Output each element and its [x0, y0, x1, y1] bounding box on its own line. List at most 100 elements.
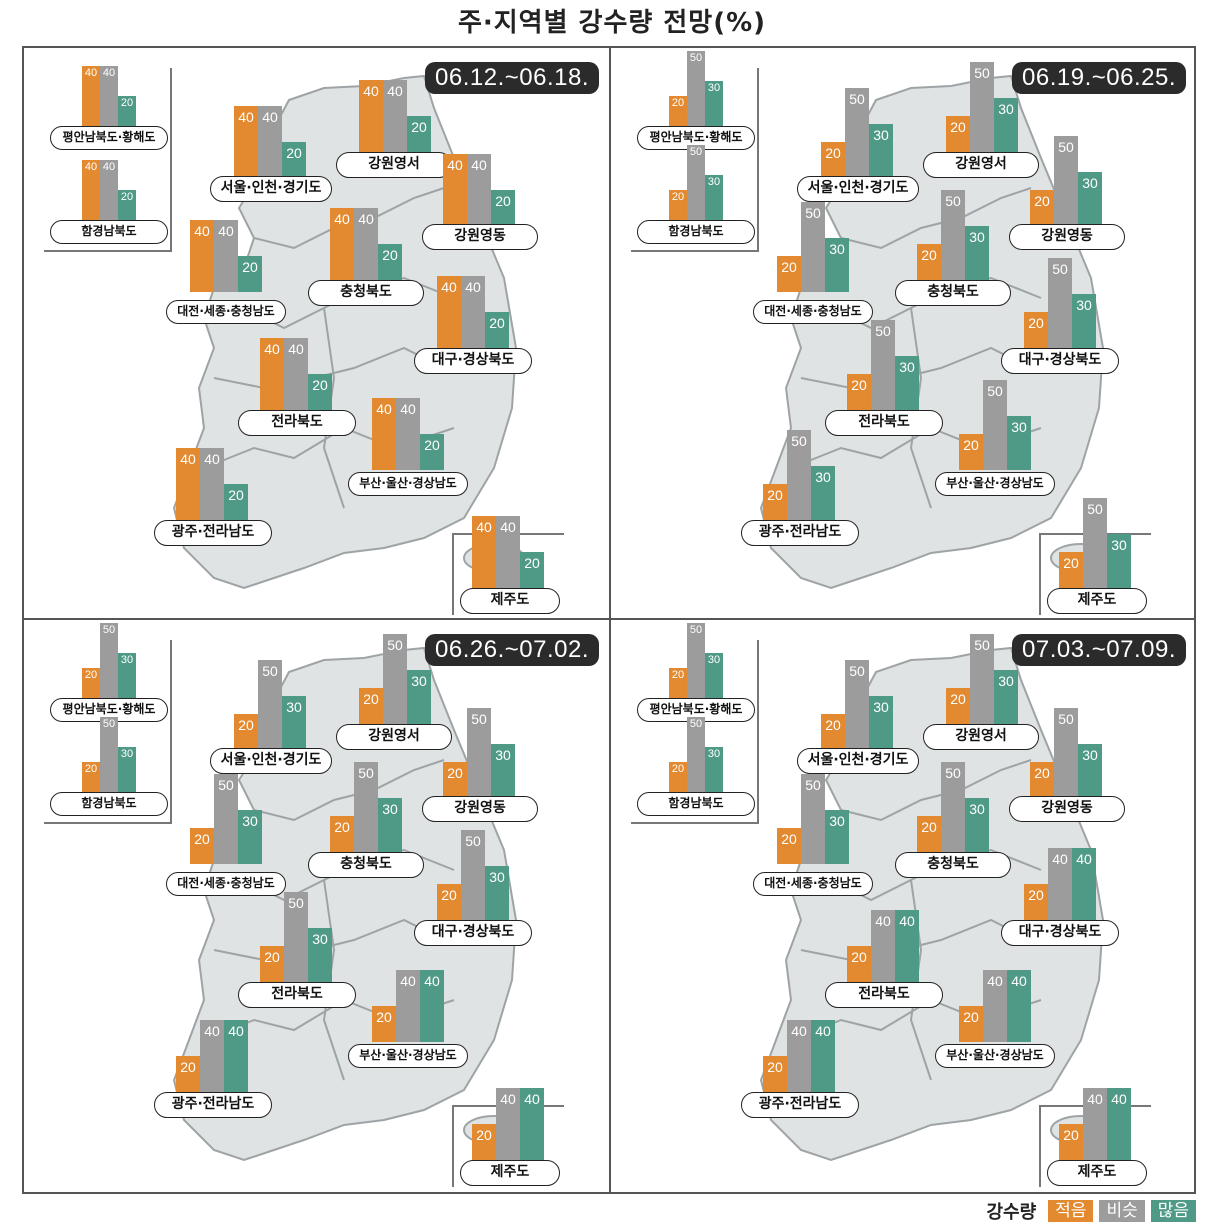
bar-normal: 40 — [258, 106, 282, 178]
bar-group: 20 50 30 — [763, 420, 835, 520]
bar-high: 30 — [869, 124, 893, 178]
bar-low: 20 — [669, 668, 687, 698]
grid-divider-horizontal — [22, 618, 1196, 620]
chart-title: 주·지역별 강수량 전망(%) — [457, 8, 767, 38]
bar-low: 20 — [763, 1056, 787, 1092]
bar-high: 30 — [869, 696, 893, 750]
region-label: 전라북도 — [238, 982, 356, 1008]
region-label: 강원영서 — [923, 724, 1039, 750]
bar-high: 30 — [825, 238, 849, 292]
bar-low: 20 — [176, 1056, 200, 1092]
bar-low: 40 — [190, 220, 214, 292]
region-label: 강원영동 — [1009, 224, 1125, 250]
region-label: 대구·경상북도 — [414, 348, 532, 374]
bar-group: 40 40 20 — [190, 192, 262, 292]
legend-item-normal: 비슷 — [1099, 1200, 1145, 1222]
bar-normal: 50 — [383, 634, 407, 724]
bar-high: 20 — [520, 552, 544, 588]
bar-high: 30 — [994, 670, 1018, 724]
region-label: 대구·경상북도 — [1001, 348, 1119, 374]
bar-group: 40 40 20 — [234, 78, 306, 178]
region-label: 대전·세종·충청남도 — [753, 872, 873, 896]
region-label: 강원영서 — [336, 152, 452, 178]
bar-high: 30 — [118, 653, 136, 698]
bar-low: 20 — [330, 816, 354, 852]
bar-low: 20 — [359, 688, 383, 724]
region-label: 제주도 — [1047, 1160, 1147, 1186]
bar-high: 20 — [420, 434, 444, 470]
bar-high: 20 — [378, 244, 402, 280]
bar-normal: 50 — [214, 774, 238, 864]
bar-low: 20 — [669, 762, 687, 792]
bar-low: 20 — [959, 1006, 983, 1042]
bar-group: 20 50 30 — [234, 650, 306, 750]
region-label: 평안남북도·황해도 — [50, 126, 168, 150]
bar-low: 40 — [82, 160, 100, 220]
bar-normal: 40 — [983, 970, 1007, 1042]
region-label: 전라북도 — [238, 410, 356, 436]
bar-normal: 50 — [100, 717, 118, 792]
bar-high: 30 — [994, 98, 1018, 152]
region-label: 광주·전라남도 — [154, 1092, 272, 1118]
bar-low: 20 — [763, 484, 787, 520]
bar-normal: 40 — [100, 160, 118, 220]
region-label: 강원영서 — [336, 724, 452, 750]
region-label: 광주·전라남도 — [154, 520, 272, 546]
region-label: 제주도 — [460, 1160, 560, 1186]
bar-normal: 50 — [941, 190, 965, 280]
bar-normal: 40 — [214, 220, 238, 292]
bar-high: 30 — [1107, 534, 1131, 588]
bar-low: 40 — [176, 448, 200, 520]
bar-low: 40 — [437, 276, 461, 348]
bar-high: 20 — [485, 312, 509, 348]
region-label: 부산·울산·경상남도 — [935, 472, 1055, 496]
region-label: 제주도 — [1047, 588, 1147, 614]
bar-group: 20 50 30 — [821, 78, 893, 178]
bar-high: 30 — [238, 810, 262, 864]
period-panel: 06.12.~06.18. 40 40 20 평안남북도·황해도 40 40 20 함경… — [24, 48, 609, 620]
bar-low: 20 — [260, 946, 284, 982]
bar-group: 20 50 30 — [1030, 698, 1102, 798]
bar-high: 30 — [282, 696, 306, 750]
period-date-badge: 07.03.~07.09. — [1012, 634, 1186, 666]
bar-high: 30 — [118, 747, 136, 792]
bar-group: 20 50 30 — [82, 692, 136, 792]
bar-low: 20 — [437, 884, 461, 920]
bar-low: 20 — [917, 244, 941, 280]
bar-low: 20 — [669, 190, 687, 220]
bar-low: 20 — [82, 668, 100, 698]
bar-group: 40 40 20 — [260, 310, 332, 410]
bar-normal: 50 — [1054, 708, 1078, 798]
bar-group: 20 50 30 — [1059, 488, 1131, 588]
region-label: 대구·경상북도 — [1001, 920, 1119, 946]
bar-normal: 50 — [871, 320, 895, 410]
bar-low: 40 — [372, 398, 396, 470]
bar-normal: 50 — [1054, 136, 1078, 226]
bar-normal: 40 — [496, 516, 520, 588]
bar-group: 20 40 40 — [372, 942, 444, 1042]
bar-normal: 40 — [383, 80, 407, 152]
region-label: 충청북도 — [895, 280, 1011, 306]
region-label: 전라북도 — [825, 982, 943, 1008]
bar-group: 40 40 20 — [359, 52, 431, 152]
bar-high: 30 — [811, 466, 835, 520]
bar-low: 40 — [82, 66, 100, 126]
bar-low: 20 — [946, 688, 970, 724]
bar-high: 20 — [407, 116, 431, 152]
bar-high: 30 — [965, 798, 989, 852]
bar-low: 40 — [234, 106, 258, 178]
bar-group: 20 50 30 — [847, 310, 919, 410]
region-label: 서울·인천·경기도 — [797, 176, 919, 202]
bar-normal: 50 — [970, 634, 994, 724]
region-label: 강원영서 — [923, 152, 1039, 178]
north-korea-inset — [44, 640, 172, 824]
bar-high: 30 — [705, 747, 723, 792]
bar-high: 30 — [705, 81, 723, 126]
bar-low: 20 — [443, 762, 467, 798]
region-label: 서울·인천·경기도 — [797, 748, 919, 774]
bar-group: 20 50 30 — [437, 820, 509, 920]
bar-group: 20 50 30 — [82, 620, 136, 698]
bar-group: 20 40 40 — [472, 1060, 544, 1160]
bar-high: 40 — [224, 1020, 248, 1092]
bar-low: 20 — [1030, 762, 1054, 798]
